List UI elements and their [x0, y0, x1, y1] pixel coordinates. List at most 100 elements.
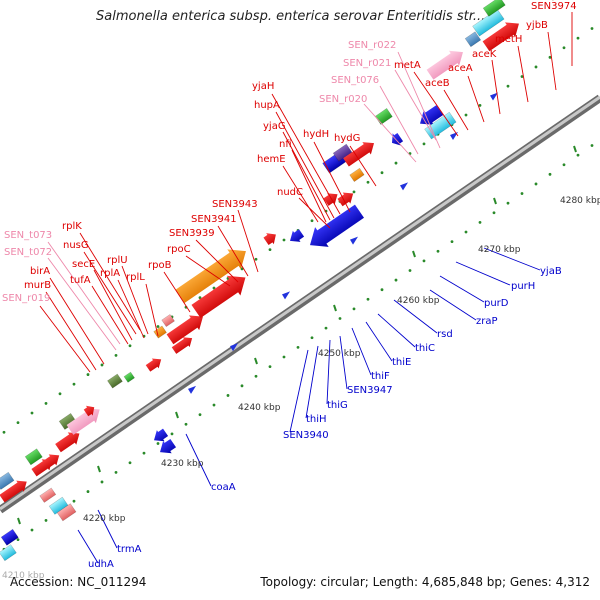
gene-label: trmA — [117, 544, 142, 555]
gene-arrow-forward — [175, 249, 246, 303]
tick-label: 4250 kbp — [318, 349, 361, 359]
genome-backbone — [0, 94, 600, 514]
leader-line — [145, 283, 159, 337]
leader-line — [117, 279, 145, 339]
leader-line — [351, 327, 372, 376]
tick-dot — [268, 248, 272, 252]
gene-label: thiG — [327, 400, 348, 411]
gene-arrow-forward — [171, 337, 193, 354]
gene-feature — [464, 31, 482, 48]
gene-arrow-forward — [263, 233, 276, 246]
gene-feature — [420, 105, 444, 125]
gene-label: yjbB — [526, 20, 548, 31]
tick-labels: 4210 kbp 4220 kbp 4230 kbp 4240 kbp 4250… — [2, 196, 600, 581]
gene-feature — [107, 373, 123, 389]
gene-label: SEN_t076 — [331, 75, 379, 86]
leader-line — [49, 277, 105, 365]
leader-line — [326, 339, 331, 405]
tick-dot — [198, 296, 202, 300]
leader-line — [393, 299, 438, 334]
gene-block — [349, 167, 365, 182]
gene-label: udhA — [88, 559, 114, 570]
gene-arrow-forward — [145, 358, 162, 372]
leader-line — [163, 271, 191, 313]
gene-label: metA — [394, 60, 421, 71]
gene-label: SEN_t072 — [4, 247, 52, 258]
tick-dot — [590, 27, 594, 30]
tick-dot — [338, 317, 342, 320]
gene-feature — [472, 8, 505, 37]
tick-label: 4220 kbp — [83, 514, 126, 524]
gene-feature — [39, 487, 57, 503]
leader-line — [483, 247, 541, 271]
gene-label: SEN_r019 — [2, 293, 50, 304]
tick-dot — [156, 442, 160, 445]
gene-arrow-forward — [83, 405, 95, 417]
tick-dot — [86, 490, 90, 493]
gene-block — [0, 471, 15, 490]
gene-arrow-reverse — [230, 343, 238, 352]
tick-dot — [30, 411, 34, 415]
gene-block — [0, 544, 17, 562]
leader-line — [217, 225, 249, 277]
tick-dot — [506, 84, 510, 88]
genome-title: Salmonella enterica subsp. enterica sero… — [96, 9, 490, 24]
tick-dot — [408, 269, 412, 272]
leader-line — [298, 197, 331, 229]
gene-arrow-forward — [343, 142, 375, 167]
topology-label: Topology: circular; Length: 4,685,848 bp… — [260, 575, 590, 589]
gene-label: hemE — [257, 154, 286, 165]
leader-line — [349, 145, 377, 187]
leader-line — [365, 321, 393, 362]
gene-block — [464, 31, 482, 48]
tick-dot — [436, 249, 440, 253]
tick-dots — [2, 27, 594, 551]
tick-dot — [2, 430, 6, 434]
gene-arrow-forward — [43, 454, 60, 469]
tick-dot — [268, 365, 272, 368]
gene-arrow-reverse — [420, 105, 444, 125]
tick-dot — [366, 180, 370, 184]
tick-dot — [576, 36, 580, 40]
tick-dot — [520, 192, 524, 195]
gene-label: SEN_r022 — [348, 40, 396, 51]
gene-block — [482, 0, 506, 17]
gene-block — [24, 448, 43, 466]
gene-feature — [0, 544, 17, 562]
gene-feature — [166, 315, 203, 345]
forward-gene-labels: SEN3974 yjbB metH aceK aceA aceB metA SE… — [2, 1, 577, 304]
tick-mark — [493, 197, 497, 205]
leader-line — [275, 111, 335, 219]
leader-line — [291, 149, 327, 223]
tick-dot — [16, 421, 20, 425]
tick-mark — [333, 304, 337, 312]
gene-label: purD — [484, 298, 509, 309]
tick-dot — [100, 480, 104, 484]
tick-dot — [282, 355, 286, 359]
gene-feature — [24, 448, 43, 466]
tick-dot — [44, 402, 48, 405]
gene-label: nusG — [63, 240, 89, 251]
tick-dot — [254, 374, 258, 378]
tick-dot — [72, 499, 76, 503]
gene-label: thiH — [306, 414, 327, 425]
gene-label: SEN_r020 — [319, 94, 367, 105]
gene-label: SEN_r021 — [343, 58, 391, 69]
leader-line — [282, 131, 331, 221]
tick-dot — [576, 153, 580, 157]
gene-label: SEN3941 — [191, 214, 237, 225]
gene-label: metH — [495, 34, 522, 45]
gene-feature — [343, 142, 375, 167]
gene-label: hydG — [334, 133, 360, 144]
gene-feature — [0, 471, 15, 490]
gene-arrow-reverse — [154, 428, 169, 442]
tick-dot — [464, 113, 468, 117]
leader-line — [443, 89, 469, 131]
gene-arrow-reverse — [450, 132, 458, 140]
tick-dot — [324, 326, 328, 330]
gene-block — [123, 371, 135, 383]
gene-arrow-forward — [337, 192, 354, 207]
tick-label: 4270 kbp — [478, 245, 521, 255]
tick-dot — [240, 267, 244, 271]
